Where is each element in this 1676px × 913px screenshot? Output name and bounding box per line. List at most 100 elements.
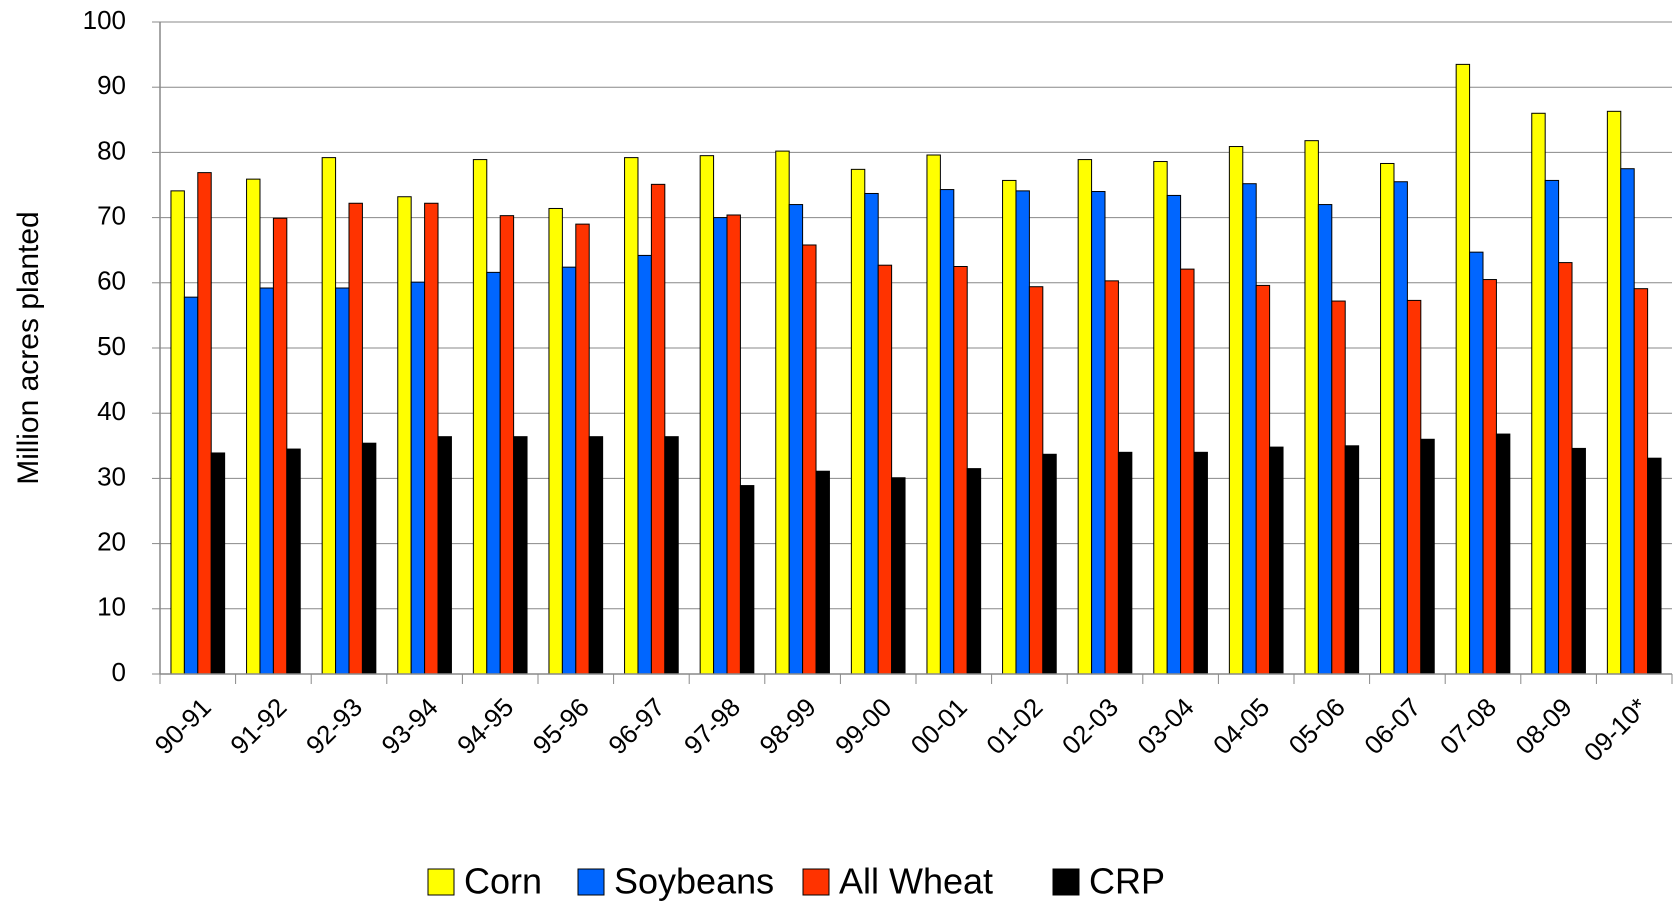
bar	[272, 217, 288, 675]
x-tick-label: 96-97	[602, 692, 670, 760]
legend-label: Soybeans	[614, 861, 774, 902]
bar	[802, 244, 817, 675]
bar	[1166, 194, 1182, 675]
bar	[361, 442, 377, 675]
bar	[966, 468, 982, 675]
bar	[397, 196, 412, 675]
bar	[335, 287, 350, 675]
bar	[864, 192, 879, 675]
bar	[726, 214, 741, 675]
y-tick-label: 90	[97, 70, 126, 100]
y-tick-label: 60	[97, 266, 126, 296]
bar	[286, 448, 301, 675]
bar	[1242, 183, 1257, 675]
x-tick-label: 92-93	[300, 692, 368, 760]
bar	[1228, 146, 1244, 675]
x-tick-label: 02-03	[1056, 692, 1124, 760]
legend-swatch	[427, 868, 455, 896]
legend-label: All Wheat	[839, 861, 993, 902]
bar	[1028, 286, 1044, 675]
bar	[548, 207, 563, 675]
bar	[1331, 300, 1346, 675]
x-tick-label: 93-94	[375, 692, 443, 760]
bar	[739, 485, 755, 675]
bar	[939, 189, 955, 675]
x-tick-label: 06-07	[1358, 692, 1426, 760]
bar	[197, 172, 212, 675]
bar	[410, 281, 426, 675]
bar	[348, 202, 363, 675]
bar	[183, 296, 199, 675]
bar	[575, 223, 590, 675]
bar	[775, 150, 790, 675]
bar	[246, 178, 261, 675]
bar	[1117, 451, 1133, 675]
bar	[1544, 179, 1560, 675]
x-tick-label: 90-91	[149, 692, 217, 760]
bar	[1571, 447, 1586, 675]
bar	[1455, 63, 1471, 675]
bar	[561, 266, 577, 675]
bar	[437, 436, 452, 675]
y-tick-label: 20	[97, 526, 126, 556]
x-tick-label: 05-06	[1283, 692, 1351, 760]
bar	[1406, 299, 1422, 675]
bar	[513, 436, 528, 675]
legend-swatch	[802, 868, 830, 896]
bar	[637, 254, 652, 675]
x-tick-label: 03-04	[1131, 692, 1199, 760]
x-tick-label: 95-96	[527, 692, 595, 760]
bar	[1193, 451, 1208, 675]
bar	[1002, 179, 1017, 675]
bar	[1269, 446, 1284, 675]
legend-swatch	[1052, 868, 1080, 896]
x-tick-label: 09-10*	[1578, 692, 1653, 767]
bar	[664, 436, 679, 675]
bar	[472, 159, 488, 675]
bar	[1420, 438, 1435, 675]
y-tick-label: 40	[97, 396, 126, 426]
legend-label: Corn	[464, 861, 542, 902]
bar	[1304, 140, 1319, 675]
bar	[713, 217, 728, 675]
x-tick-label: 01-02	[980, 692, 1048, 760]
y-tick-label: 70	[97, 200, 126, 230]
y-axis-label: Million acres planted	[12, 211, 45, 484]
bar	[891, 477, 906, 675]
bar	[1606, 110, 1622, 675]
x-tick-label: 00-01	[905, 692, 973, 760]
y-tick-label: 50	[97, 331, 126, 361]
bar	[1042, 453, 1057, 675]
y-tick-label: 80	[97, 135, 126, 165]
bar	[1317, 204, 1333, 675]
bar	[624, 157, 639, 675]
bar	[877, 264, 893, 675]
bar	[1153, 161, 1168, 675]
bar	[1255, 284, 1271, 675]
x-tick-label: 07-08	[1434, 692, 1502, 760]
x-tick-label: 04-05	[1207, 692, 1275, 760]
bar	[1531, 112, 1546, 675]
bar	[850, 168, 866, 675]
y-tick-label: 10	[97, 592, 126, 622]
bar	[1180, 268, 1195, 675]
bar	[1558, 262, 1573, 675]
legend-swatch	[577, 868, 605, 896]
bar	[1015, 190, 1030, 675]
bar	[1620, 168, 1635, 675]
bar	[1495, 433, 1511, 675]
bar	[259, 287, 274, 675]
bar	[650, 183, 666, 675]
bar	[815, 470, 830, 675]
bar	[788, 204, 804, 675]
bar	[321, 157, 337, 675]
bar	[588, 436, 604, 675]
bar	[486, 271, 501, 675]
bar	[1633, 288, 1649, 675]
bar	[1344, 445, 1360, 675]
bar	[953, 266, 968, 675]
bar	[699, 155, 715, 675]
bar	[1077, 159, 1093, 675]
bar	[170, 190, 185, 675]
x-tick-label: 98-99	[753, 692, 821, 760]
